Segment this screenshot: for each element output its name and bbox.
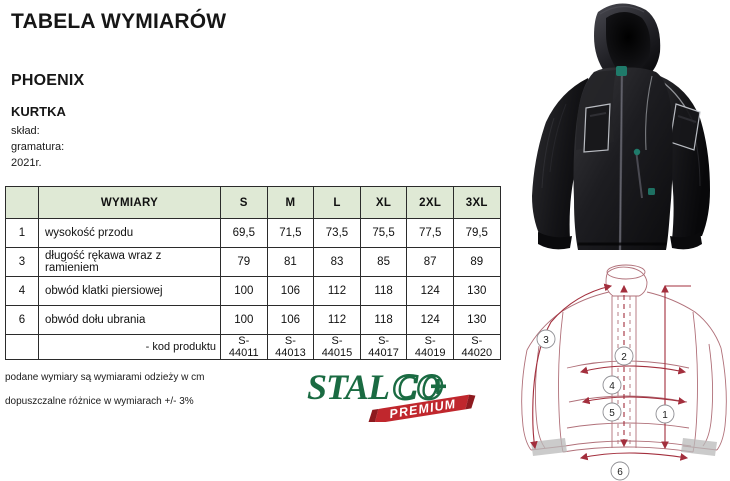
logo-letter-c-outline: C bbox=[392, 366, 419, 408]
row-number: 4 bbox=[5, 276, 39, 306]
callout-label-1: 1 bbox=[662, 410, 668, 421]
jacket-body bbox=[573, 67, 673, 250]
cuff-left bbox=[531, 438, 567, 456]
callout-2: 2 bbox=[614, 346, 634, 366]
table-row-product-code: - kod produktu S-44011 S-44013 S-44015 S… bbox=[5, 334, 501, 360]
header-size-s: S bbox=[220, 186, 268, 219]
code-m: S-44013 bbox=[266, 334, 315, 360]
code-xl: S-44017 bbox=[359, 334, 408, 360]
center-zipper bbox=[616, 66, 627, 251]
code-3xl: S-44020 bbox=[452, 334, 501, 360]
cell-s: 79 bbox=[220, 247, 268, 277]
product-type: KURTKA bbox=[11, 104, 66, 119]
callout-3: 3 bbox=[536, 329, 556, 349]
cell-m: 106 bbox=[266, 276, 315, 306]
cell-2xl: 124 bbox=[406, 276, 454, 306]
header-size-3xl: 3XL bbox=[452, 186, 501, 219]
cell-3xl: 79,5 bbox=[452, 218, 501, 248]
header-num bbox=[5, 186, 39, 219]
arrow-4 bbox=[579, 365, 687, 375]
arrow-3 bbox=[530, 283, 613, 450]
table-row: 3 długość rękawa wraz z ramieniem 79 81 … bbox=[5, 247, 501, 277]
cell-l: 73,5 bbox=[313, 218, 361, 248]
table-row: 1 wysokość przodu 69,5 71,5 73,5 75,5 77… bbox=[5, 218, 501, 248]
header-wymiary: WYMIARY bbox=[38, 186, 221, 219]
cell-xl: 118 bbox=[359, 276, 408, 306]
table-header-row: WYMIARY S M L XL 2XL 3XL bbox=[5, 186, 501, 219]
row-description: - kod produktu bbox=[38, 334, 221, 360]
row-description: obwód dołu ubrania bbox=[38, 305, 221, 335]
callout-label-5: 5 bbox=[609, 408, 615, 419]
header-size-2xl: 2XL bbox=[406, 186, 454, 219]
cell-2xl: 124 bbox=[406, 305, 454, 335]
cell-m: 106 bbox=[266, 305, 315, 335]
product-photo bbox=[510, 0, 730, 252]
meta-rok: 2021r. bbox=[11, 157, 42, 169]
arrow-5 bbox=[581, 396, 687, 405]
cell-l: 112 bbox=[313, 305, 361, 335]
jacket-hood bbox=[594, 3, 661, 74]
cell-s: 100 bbox=[220, 276, 268, 306]
meta-sklad: skład: bbox=[11, 125, 40, 137]
measurement-diagram: 1 2 3 4 5 6 bbox=[505, 250, 730, 481]
callout-1: 1 bbox=[655, 404, 675, 424]
stalco-logo: STAL C O PREMIUM bbox=[305, 366, 505, 422]
size-table: WYMIARY S M L XL 2XL 3XL 1 wysokość przo… bbox=[5, 186, 501, 360]
callout-label-3: 3 bbox=[543, 335, 549, 346]
row-description: długość rękawa wraz z ramieniem bbox=[38, 247, 221, 277]
cell-2xl: 77,5 bbox=[406, 218, 454, 248]
cell-2xl: 87 bbox=[406, 247, 454, 277]
sleeve-pocket bbox=[669, 103, 701, 151]
callout-5: 5 bbox=[602, 402, 622, 422]
cell-3xl: 130 bbox=[452, 276, 501, 306]
cell-m: 81 bbox=[266, 247, 315, 277]
cell-s: 100 bbox=[220, 305, 268, 335]
side-zip-pocket bbox=[633, 148, 655, 199]
brand-name: PHOENIX bbox=[11, 72, 85, 89]
cell-xl: 85 bbox=[359, 247, 408, 277]
footnote-tolerance: dopuszczalne różnice w wymiarach +/- 3% bbox=[5, 396, 194, 407]
cell-xl: 75,5 bbox=[359, 218, 408, 248]
cell-l: 112 bbox=[313, 276, 361, 306]
cell-l: 83 bbox=[313, 247, 361, 277]
logo-wordmark-stal: STAL bbox=[307, 367, 390, 407]
row-description: obwód klatki piersiowej bbox=[38, 276, 221, 306]
cuff-right bbox=[681, 438, 717, 456]
logo-text-c: C bbox=[393, 367, 418, 407]
header-size-l: L bbox=[313, 186, 361, 219]
logo-text-stal: STAL bbox=[307, 367, 389, 407]
arrow-6 bbox=[579, 452, 689, 461]
code-s: S-44011 bbox=[220, 334, 268, 360]
callout-label-2: 2 bbox=[621, 352, 627, 363]
cell-3xl: 89 bbox=[452, 247, 501, 277]
cell-3xl: 130 bbox=[452, 305, 501, 335]
code-l: S-44015 bbox=[313, 334, 361, 360]
callout-label-4: 4 bbox=[609, 381, 615, 392]
chest-pocket bbox=[583, 103, 611, 153]
logo-plus-icon bbox=[431, 379, 446, 394]
info-pane: TABELA WYMIARÓW PHOENIX KURTKA skład: gr… bbox=[5, 10, 505, 422]
row-number: 1 bbox=[5, 218, 39, 248]
table-row: 4 obwód klatki piersiowej 100 106 112 11… bbox=[5, 276, 501, 306]
header-size-xl: XL bbox=[359, 186, 408, 219]
callout-4: 4 bbox=[602, 375, 622, 395]
cell-xl: 118 bbox=[359, 305, 408, 335]
footnote-units: podane wymiary są wymiarami odzieży w cm bbox=[5, 372, 205, 383]
row-number: 6 bbox=[5, 305, 39, 335]
code-2xl: S-44019 bbox=[406, 334, 454, 360]
row-number bbox=[5, 334, 39, 360]
table-row: 6 obwód dołu ubrania 100 106 112 118 124… bbox=[5, 305, 501, 335]
callout-label-6: 6 bbox=[617, 467, 623, 478]
callout-6: 6 bbox=[610, 461, 630, 481]
row-description: wysokość przodu bbox=[38, 218, 221, 248]
cell-m: 71,5 bbox=[266, 218, 315, 248]
cell-s: 69,5 bbox=[220, 218, 268, 248]
header-size-m: M bbox=[266, 186, 315, 219]
page-title: TABELA WYMIARÓW bbox=[11, 10, 227, 33]
row-number: 3 bbox=[5, 247, 39, 277]
meta-gramatura: gramatura: bbox=[11, 141, 65, 153]
